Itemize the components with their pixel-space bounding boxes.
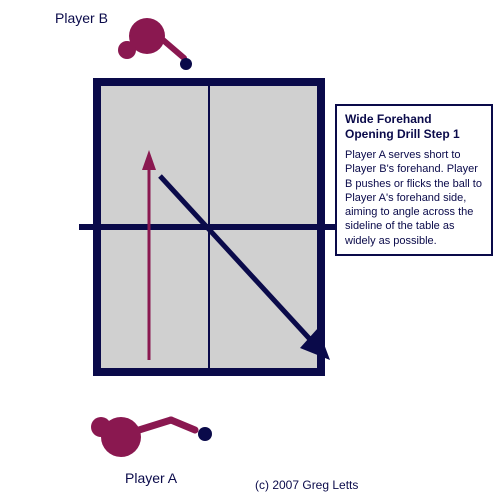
player-a-label: Player A [125, 470, 177, 486]
player-a-ball [198, 427, 212, 441]
player-b-figure [118, 18, 192, 70]
player-a-figure [91, 417, 212, 457]
info-box: Wide Forehand Opening Drill Step 1 Playe… [335, 104, 493, 256]
copyright-label: (c) 2007 Greg Letts [255, 478, 358, 492]
info-box-title: Wide Forehand Opening Drill Step 1 [345, 112, 483, 142]
player-b-ball [180, 58, 192, 70]
player-b-label: Player B [55, 10, 108, 26]
info-box-body: Player A serves short to Player B's fore… [345, 148, 483, 248]
